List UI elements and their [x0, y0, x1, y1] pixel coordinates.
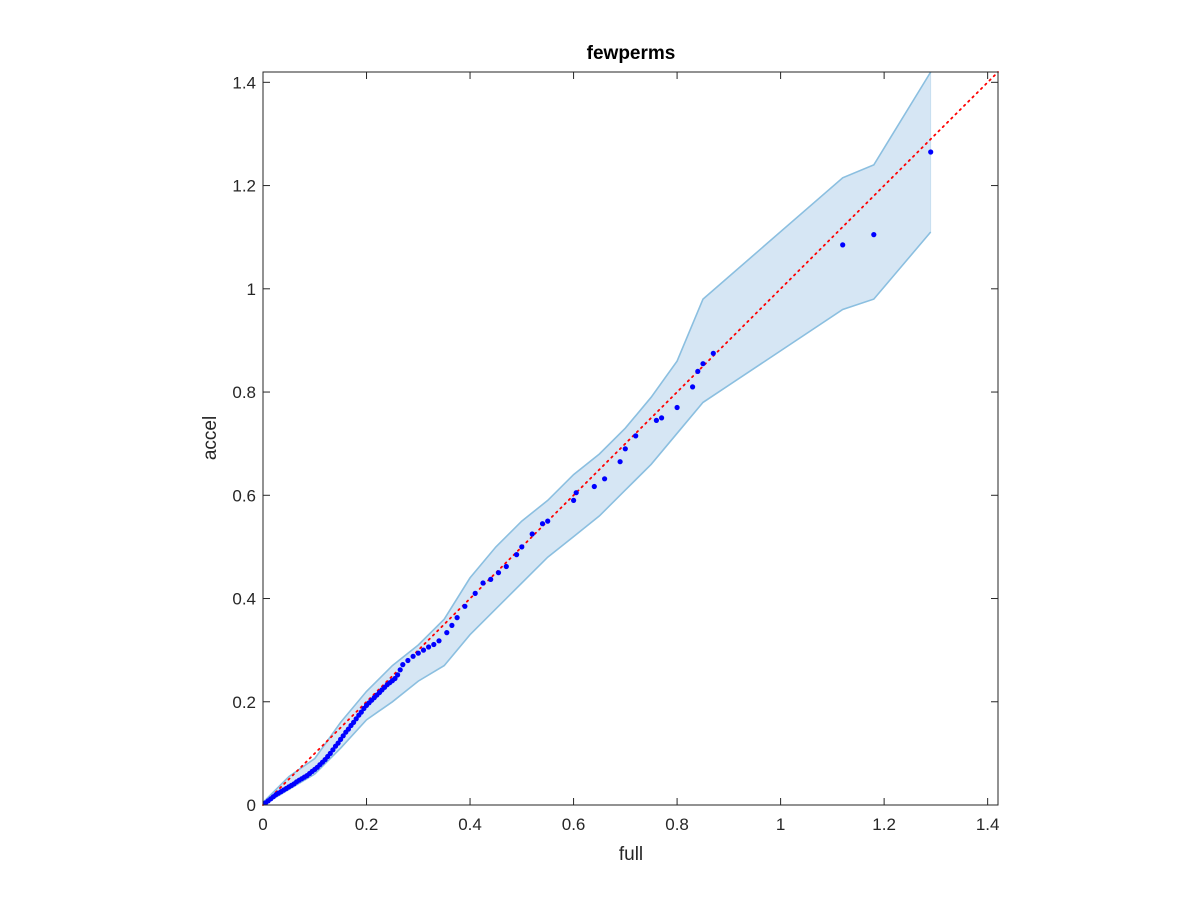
- confidence-band-lower-edge: [262, 231, 932, 806]
- data-point: [690, 384, 696, 390]
- data-point: [330, 747, 336, 753]
- data-point: [495, 570, 502, 576]
- data-point: [335, 740, 341, 746]
- axes-frame-layer: [262, 71, 999, 806]
- data-point: [591, 483, 597, 490]
- data-point: [602, 476, 608, 482]
- data-point: [488, 576, 494, 583]
- data-point: [503, 563, 509, 570]
- y-tick-label: 0.2: [232, 693, 256, 712]
- data-point: [454, 615, 460, 621]
- data-point: [840, 242, 846, 248]
- data-point: [545, 518, 551, 524]
- y-tick-label: 0.8: [232, 383, 256, 402]
- data-points-layer: [263, 149, 934, 806]
- data-point: [695, 368, 701, 374]
- data-point: [426, 644, 432, 650]
- data-point: [472, 590, 478, 597]
- x-axis-label: full: [619, 844, 643, 865]
- data-point: [410, 653, 416, 659]
- data-point: [462, 603, 468, 609]
- x-tick-label: 1.4: [976, 815, 1000, 834]
- confidence-band-area: [263, 72, 931, 805]
- data-point: [622, 446, 628, 452]
- data-point: [400, 662, 406, 668]
- x-tick-label: 0.4: [458, 815, 482, 834]
- data-point: [573, 490, 579, 496]
- x-tick-label: 0.2: [355, 815, 379, 834]
- data-point: [633, 433, 639, 439]
- data-point: [358, 709, 364, 715]
- x-tick-label: 0.6: [562, 815, 586, 834]
- confidence-band-layer: [262, 71, 932, 806]
- data-point: [480, 580, 486, 586]
- data-point: [338, 736, 344, 743]
- data-point: [327, 750, 333, 757]
- data-point: [539, 521, 546, 527]
- data-point: [351, 719, 357, 726]
- y-tick-label: 1.4: [232, 73, 256, 92]
- y-tick-label: 1: [247, 280, 256, 299]
- data-point: [397, 667, 403, 673]
- data-point: [431, 641, 437, 648]
- data-point: [420, 647, 427, 653]
- x-ticks-layer: 0 0.2 0.4 0.6 0.8 1 1.2 1.4: [258, 72, 999, 834]
- x-tick-label: 1.2: [872, 815, 896, 834]
- axes-frame: [262, 71, 999, 806]
- data-point: [340, 733, 346, 739]
- data-point: [436, 638, 442, 644]
- data-point: [415, 650, 421, 656]
- data-point: [653, 417, 660, 423]
- x-tick-label: 0: [258, 815, 267, 834]
- x-tick-label: 1: [776, 815, 785, 834]
- data-point: [392, 675, 398, 682]
- y-tick-label: 1.2: [232, 177, 256, 196]
- data-point: [514, 552, 520, 558]
- reference-diagonal-line: [262, 71, 999, 806]
- data-point: [345, 726, 351, 732]
- data-point: [571, 497, 577, 503]
- data-point: [519, 544, 525, 550]
- x-tick-label: 0.8: [665, 815, 689, 834]
- data-point: [529, 531, 535, 537]
- y-tick-label: 0.4: [232, 590, 256, 609]
- y-axis-label: accel: [200, 416, 221, 460]
- data-point: [395, 672, 401, 678]
- data-point: [659, 415, 665, 421]
- confidence-band-upper-edge: [262, 71, 932, 803]
- data-point: [405, 657, 411, 664]
- data-point: [617, 459, 623, 465]
- y-tick-label: 0.6: [232, 486, 256, 505]
- data-point: [871, 232, 877, 238]
- data-point: [674, 404, 680, 411]
- data-point: [444, 630, 450, 636]
- y-ticks-layer: 0 0.2 0.4 0.6 0.8 1 1.2 1.4: [232, 73, 998, 815]
- reference-line-layer: [262, 71, 999, 806]
- data-point: [449, 622, 455, 629]
- chart-title: fewperms: [587, 43, 676, 64]
- y-tick-label: 0: [247, 796, 256, 815]
- data-point: [700, 361, 706, 367]
- data-point: [928, 149, 934, 155]
- data-point: [710, 350, 716, 356]
- data-point: [353, 716, 359, 722]
